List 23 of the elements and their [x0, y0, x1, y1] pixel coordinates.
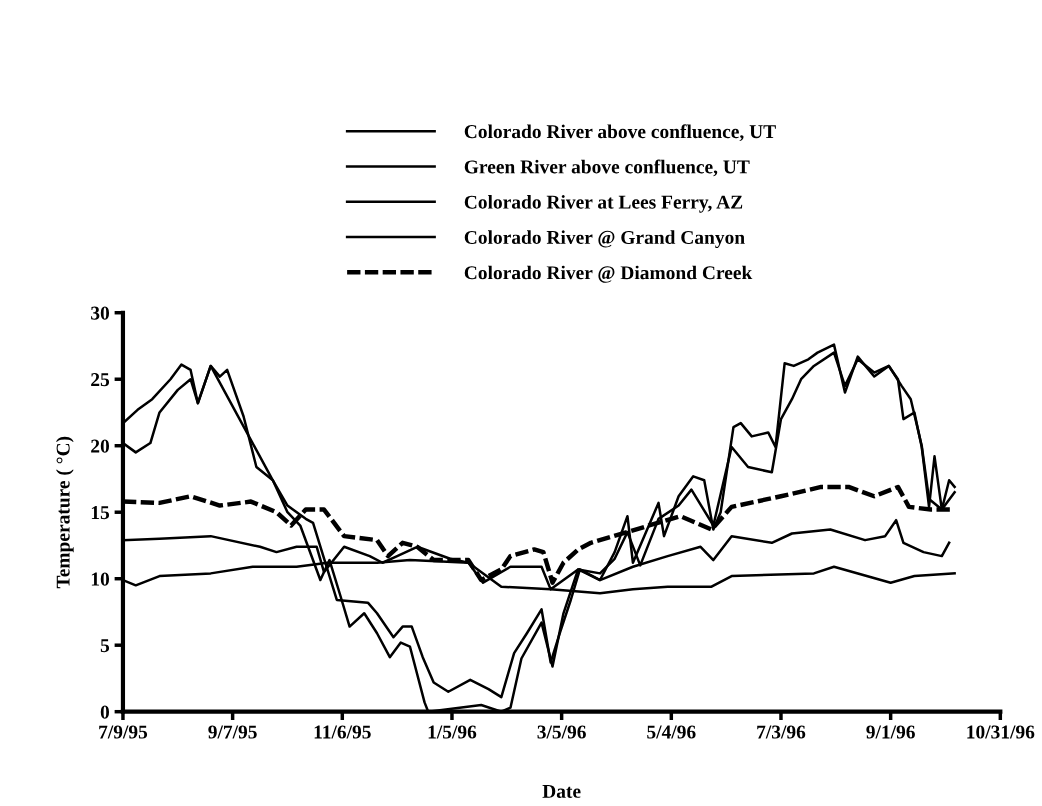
x-tick-label: 11/6/95 [314, 725, 371, 739]
y-tick-label: 30 [91, 306, 110, 320]
y-axis-title: Temperature ( °C) [56, 436, 74, 589]
x-tick-label: 3/5/96 [537, 725, 586, 739]
x-tick-label: 5/4/96 [647, 725, 696, 739]
y-tick-label: 25 [91, 373, 110, 387]
y-tick-label: 5 [100, 639, 110, 653]
x-tick-label: 7/3/96 [757, 725, 806, 739]
y-tick-label: 15 [91, 506, 110, 520]
legend-label: Colorado River @ Grand Canyon [464, 230, 745, 249]
x-tick-label: 9/7/95 [208, 725, 257, 739]
y-tick-label: 0 [100, 705, 110, 719]
x-tick-label: 1/5/96 [428, 725, 477, 739]
x-tick-label: 9/1/96 [866, 725, 915, 739]
legend-label: Colorado River above confluence, UT [464, 124, 776, 142]
y-tick-label: 20 [91, 439, 110, 453]
legend-label: Green River above confluence, UT [464, 159, 750, 177]
x-axis-title: Date [542, 784, 581, 798]
legend-label: Colorado River at Lees Ferry, AZ [464, 195, 743, 213]
legend-label: Colorado River @ Diamond Creek [464, 265, 753, 283]
x-tick-label: 7/9/95 [99, 725, 148, 739]
y-tick-label: 10 [91, 572, 110, 586]
x-tick-label: 10/31/96 [967, 725, 1035, 739]
